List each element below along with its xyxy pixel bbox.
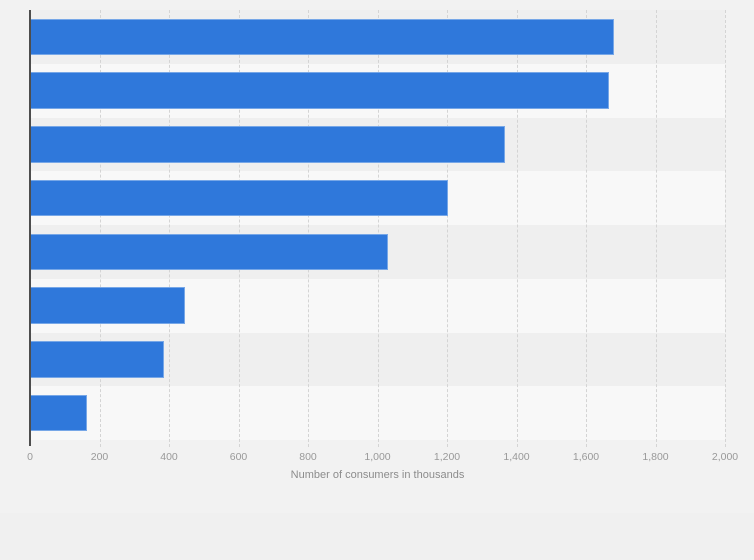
bar[interactable]: [30, 287, 185, 324]
x-tick-label: 1,600: [572, 451, 600, 463]
gridline: [169, 10, 170, 447]
gridline: [655, 10, 657, 447]
gridline: [447, 10, 448, 447]
footer-band: [0, 513, 754, 560]
x-tick-label: 0: [27, 451, 33, 463]
x-tick-label: 1,200: [433, 451, 461, 463]
bar[interactable]: [30, 126, 506, 163]
x-axis-title: Number of consumers in thousands: [290, 469, 465, 481]
bar[interactable]: [30, 18, 614, 56]
x-tick-label: 1,400: [503, 451, 530, 463]
gridline: [725, 10, 726, 447]
x-tick-label: 200: [90, 451, 109, 463]
gridline: [308, 10, 309, 447]
gridline: [238, 10, 240, 447]
x-tick-label: 2,000: [711, 451, 739, 463]
x-tick-label: 600: [229, 451, 248, 463]
bar[interactable]: [30, 394, 88, 432]
gridline: [377, 10, 379, 447]
gridline: [516, 10, 518, 447]
bar[interactable]: [30, 179, 449, 217]
bar[interactable]: [30, 341, 165, 378]
bar[interactable]: [30, 233, 389, 271]
x-tick-label: 1,000: [364, 451, 391, 463]
x-tick-label: 800: [299, 451, 317, 463]
x-tick-label: 400: [160, 451, 178, 463]
y-axis-line: [29, 10, 31, 446]
gridline: [586, 10, 587, 447]
bar[interactable]: [30, 72, 609, 109]
plot-area: [30, 10, 726, 447]
x-tick-label: 1,800: [642, 451, 669, 463]
gridline: [99, 10, 101, 447]
